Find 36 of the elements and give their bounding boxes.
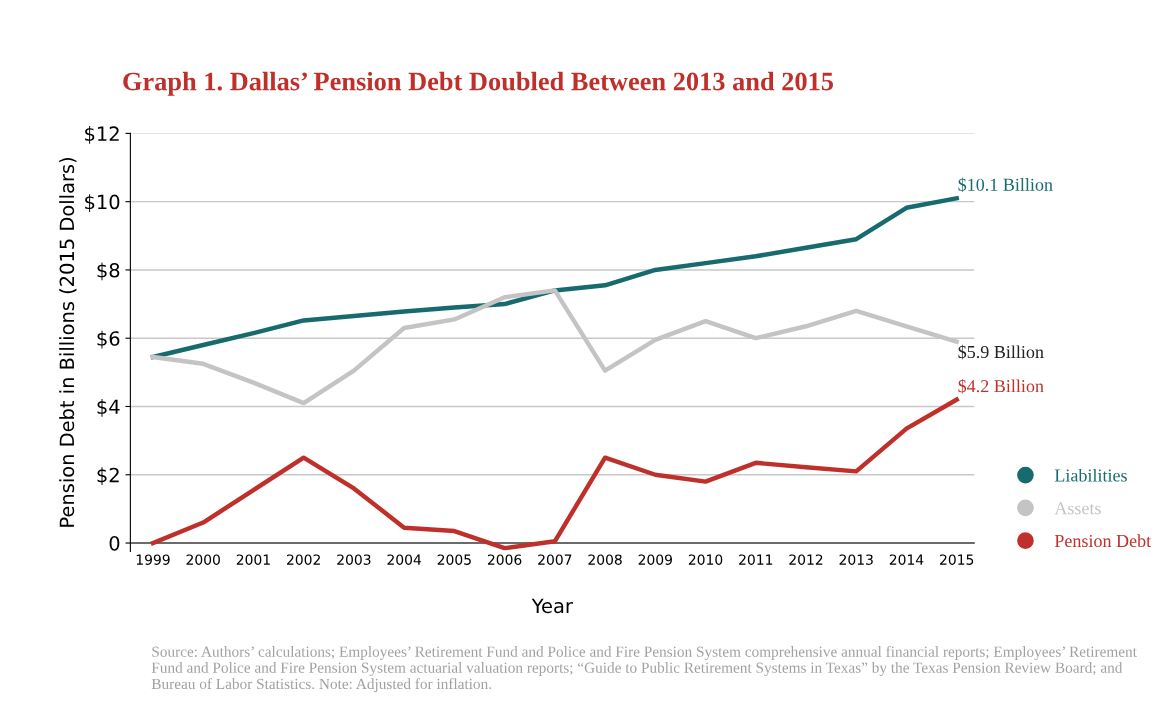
x-tick-label: 2008 — [588, 554, 622, 565]
legend-label: Liabilities — [1054, 468, 1127, 482]
x-tick-label: 2006 — [487, 554, 522, 565]
x-tick-label: 2000 — [186, 554, 220, 565]
x-tick-label: 2012 — [789, 554, 823, 565]
x-tick-label: 2001 — [236, 554, 270, 565]
line-series — [150, 397, 959, 551]
y-tick-label: $10 — [85, 194, 120, 212]
x-tick-label: 2005 — [437, 554, 471, 565]
legend-label: Assets — [1054, 502, 1101, 515]
x-tick-label: 2003 — [337, 554, 371, 565]
x-tick-label: 2002 — [287, 554, 320, 565]
annotation: $5.9 Billion — [958, 344, 1044, 360]
x-tick-label: 2010 — [688, 554, 723, 565]
y-tick-label: $4 — [97, 399, 120, 417]
y-axis-title: Pension Debt in Billions (2015 Dollars) — [59, 158, 77, 527]
y-tick-label: 0 — [109, 535, 120, 551]
legend-label: Pension Debt — [1054, 534, 1152, 548]
line-series — [150, 196, 959, 360]
chart-title: Graph 1. Dallas’ Pension Debt Doubled Between 2013 and 2015 — [123, 71, 834, 96]
x-tick-label: 2011 — [739, 554, 773, 565]
x-tick-label: 2007 — [538, 554, 572, 565]
source-note: Source: Authors’ calculations; Employees’ Retirement Fund and Police and Fire Pension System comprehensive annual financial reports; Employees’ Retirement Fund and Police and Fire Pension System actuarial valuation reports; “Guide to Public Retirement Systems in Texas” by the Texas Pension Review Board; and Bureau of Labor Statistics. Note: Adjusted for inflation. — [151, 645, 1137, 693]
x-tick-label: 2004 — [387, 554, 422, 565]
x-tick-label: 2013 — [839, 554, 873, 565]
y-tick-label: $2 — [97, 467, 119, 485]
x-tick-label: 2015 — [940, 554, 974, 565]
y-tick-label: $6 — [97, 330, 120, 349]
y-tick-label: $12 — [85, 126, 119, 144]
y-tick-label: $8 — [97, 262, 120, 281]
x-tick-label: 2009 — [638, 554, 672, 565]
annotation: $4.2 Billion — [958, 378, 1044, 394]
x-tick-label: 1999 — [136, 554, 170, 565]
x-tick-label: 2014 — [889, 554, 924, 565]
x-axis-title: Year — [531, 598, 573, 614]
annotation: $10.1 Billion — [958, 177, 1053, 193]
